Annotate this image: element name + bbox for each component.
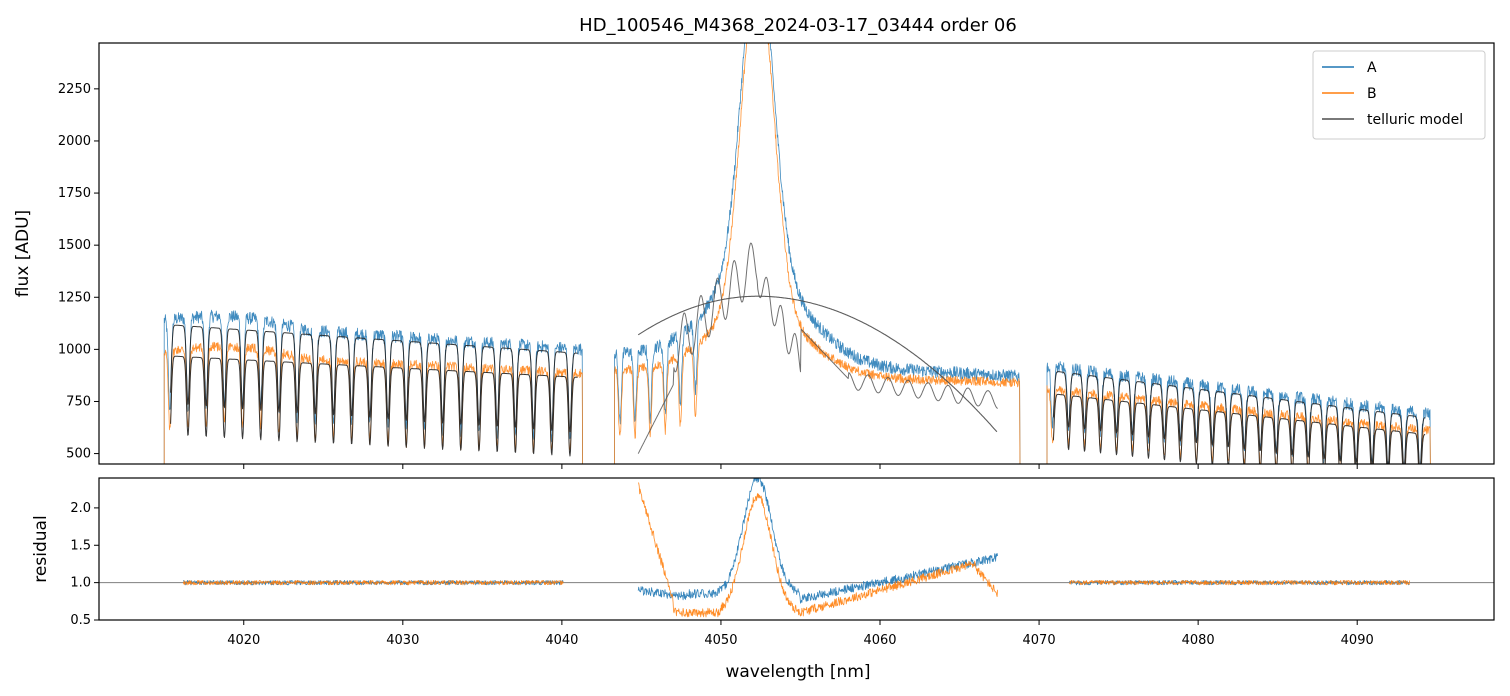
- flux-ytick-label: 1500: [58, 238, 91, 253]
- flux-ytick-label: 500: [66, 447, 91, 462]
- residual-ticks: 0.5 1.0 1.5 2.0 4020 4030 4040 4050 4060 4070 4080…: [70, 501, 1373, 648]
- residual-xtick-label: 4080: [1182, 633, 1215, 648]
- residual-xtick-label: 4050: [704, 633, 737, 648]
- flux-plot-lines: [163, 43, 1431, 464]
- legend-box: [1312, 50, 1486, 140]
- residual-axes-frame: [98, 477, 1495, 621]
- residual-ytick-label: 1.0: [70, 576, 91, 591]
- flux-panel: 500 750 1000 1250 1500 1750 2000 2250 flux [ADU…: [13, 42, 1495, 469]
- residual-b-line-seg0: [182, 580, 564, 586]
- residual-xtick-label: 4060: [863, 633, 896, 648]
- series-a-line-seg1: [614, 43, 1021, 464]
- residual-ytick-label: 2.0: [70, 501, 91, 516]
- flux-ytick-label: 1000: [58, 342, 91, 357]
- flux-ytick-label: 2250: [58, 82, 91, 97]
- series-b-line-seg0: [163, 341, 583, 464]
- flux-ytick-label: 1250: [58, 290, 91, 305]
- residual-a-line-seg1: [637, 478, 998, 604]
- telluric-model-fit-curve: [637, 295, 998, 433]
- residual-xtick-label: 4070: [1023, 633, 1056, 648]
- residual-plot-lines: [99, 478, 1494, 618]
- telluric-model-line-0-B_level: [170, 355, 578, 457]
- residual-ytick-label: 1.5: [70, 538, 91, 553]
- residual-xtick-label: 4030: [386, 633, 419, 648]
- telluric-model-line-2-B_level: [1052, 393, 1426, 464]
- series-b-line-seg2: [1046, 385, 1431, 464]
- chart-title: HD_100546_M4368_2024-03-17_03444 order 0…: [579, 15, 1017, 36]
- flux-ylabel: flux [ADU]: [13, 210, 33, 297]
- telluric-model-line-0-A_level: [170, 324, 578, 433]
- residual-ylabel: residual: [31, 515, 51, 582]
- residual-ytick-label: 0.5: [70, 613, 91, 628]
- legend-entry-1: B: [1367, 86, 1377, 102]
- x-axis-label: wavelength [nm]: [725, 662, 870, 682]
- flux-ticks: 500 750 1000 1250 1500 1750 2000 2250: [58, 82, 1358, 469]
- legend-entry-2: telluric model: [1367, 112, 1463, 128]
- flux-ytick-label: 2000: [58, 134, 91, 149]
- series-a-line-seg2: [1046, 361, 1431, 464]
- telluric-model-line-2-A_level: [1052, 371, 1426, 464]
- residual-b-line-seg2: [1068, 580, 1410, 586]
- residual-panel: 0.5 1.0 1.5 2.0 4020 4030 4040 4050 4060 4070 4080…: [31, 477, 1495, 648]
- flux-ytick-label: 1750: [58, 186, 91, 201]
- residual-xtick-label: 4040: [545, 633, 578, 648]
- legend-entry-0: A: [1367, 60, 1377, 76]
- flux-ytick-label: 750: [66, 394, 91, 409]
- series-a-line-seg0: [163, 309, 583, 464]
- residual-b-line-seg1: [637, 482, 998, 618]
- residual-xtick-label: 4090: [1341, 633, 1374, 648]
- residual-xtick-label: 4020: [227, 633, 260, 648]
- telluric-model-line-mid: [637, 242, 998, 454]
- series-b-line-seg1: [614, 43, 1021, 464]
- flux-axes-frame: [98, 42, 1495, 465]
